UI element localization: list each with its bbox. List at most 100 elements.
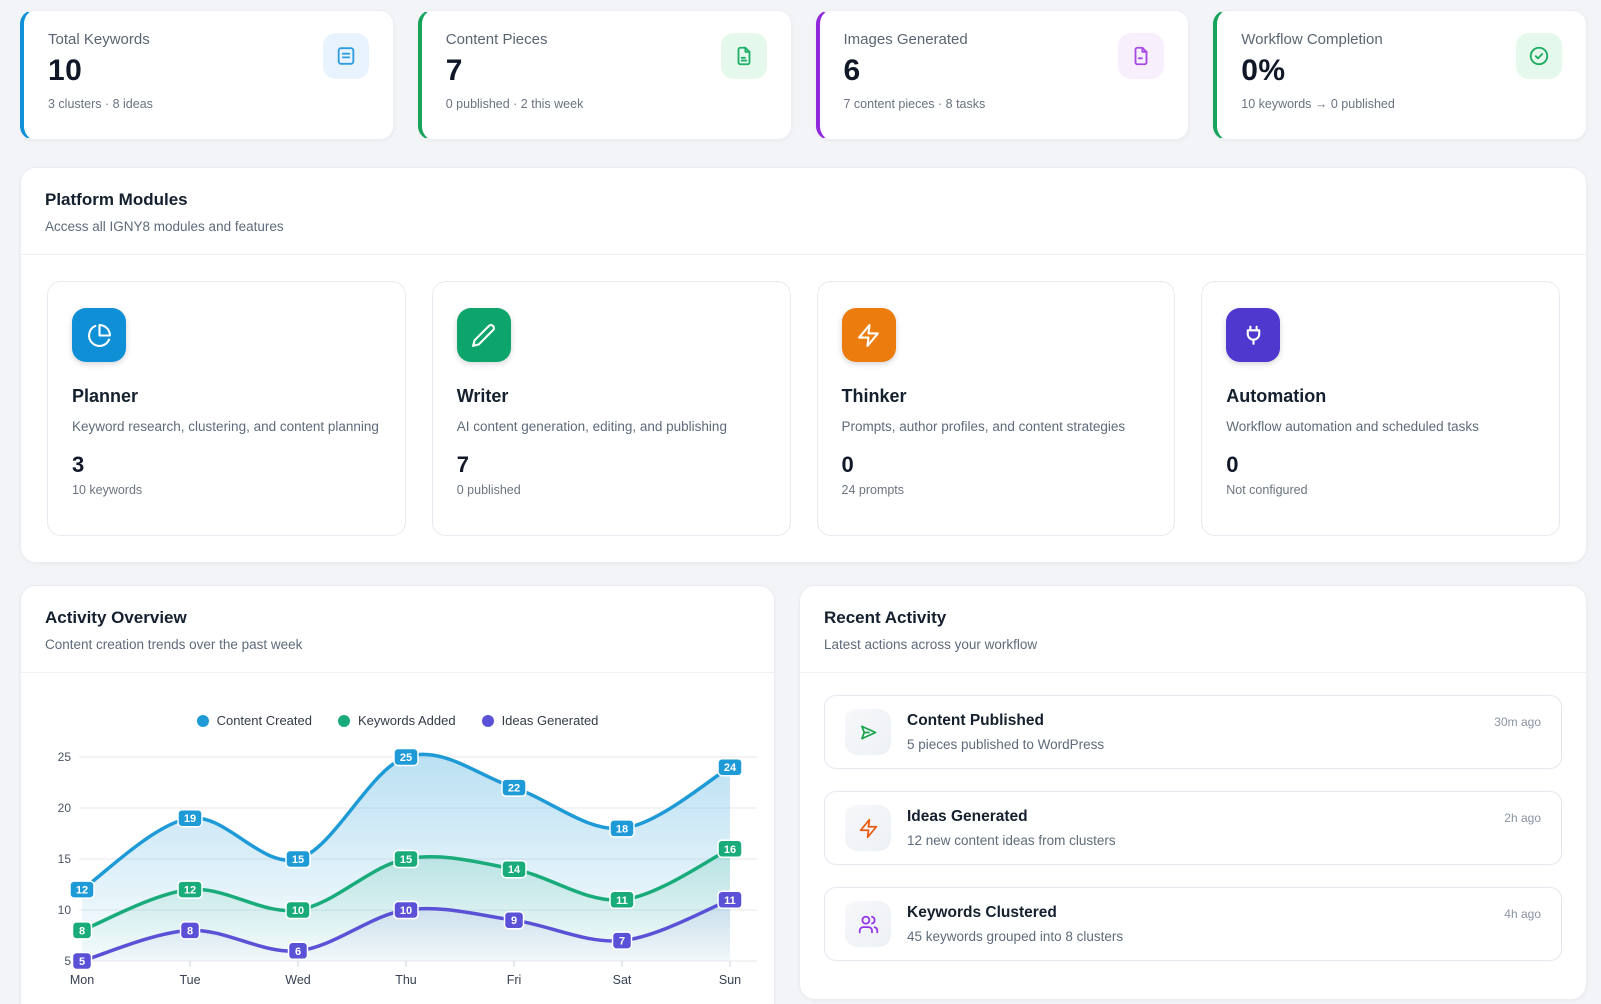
activity-description: 5 pieces published to WordPress xyxy=(907,737,1105,752)
x-axis-tick: Tue xyxy=(179,973,200,987)
chart-area-2 xyxy=(82,899,730,961)
svg-text:8: 8 xyxy=(187,925,193,937)
module-name: Thinker xyxy=(841,386,907,406)
svg-text:10: 10 xyxy=(400,905,412,917)
module-description: AI content generation, editing, and publ… xyxy=(456,419,727,434)
svg-text:16: 16 xyxy=(724,844,736,856)
stat-subtitle: 3 clusters · 8 ideas xyxy=(48,97,153,111)
legend-dot xyxy=(196,714,209,727)
stat-subtitle: 0 published · 2 this week xyxy=(445,97,584,111)
svg-text:9: 9 xyxy=(511,915,517,927)
activity-item-content-published[interactable]: Content Published 5 pieces published to … xyxy=(824,695,1562,769)
svg-text:24: 24 xyxy=(724,762,737,774)
activity-title: Keywords Clustered xyxy=(907,904,1057,921)
svg-text:15: 15 xyxy=(400,854,412,866)
legend-dot xyxy=(337,714,350,727)
svg-text:22: 22 xyxy=(508,783,520,795)
stat-value: 0% xyxy=(1241,54,1286,87)
svg-text:14: 14 xyxy=(508,864,521,876)
x-axis-tick: Sun xyxy=(719,973,741,987)
module-name: Planner xyxy=(72,386,139,406)
legend-item-keywords-added[interactable]: Keywords Added xyxy=(337,713,456,728)
module-description: Prompts, author profiles, and content st… xyxy=(841,419,1126,434)
send-icon xyxy=(845,709,891,755)
stat-value: 10 xyxy=(48,54,83,87)
platform-modules-panel: Platform Modules Access all IGNY8 module… xyxy=(20,167,1587,563)
users-icon xyxy=(845,901,891,947)
module-name: Writer xyxy=(456,386,509,406)
svg-text:8: 8 xyxy=(79,925,85,937)
stat-label: Total Keywords xyxy=(48,31,150,48)
stat-card-images-generated: Images Generated 6 7 content pieces · 8 … xyxy=(815,10,1190,140)
legend-item-ideas-generated[interactable]: Ideas Generated xyxy=(481,713,599,728)
stat-subtitle: 10 keywords → 0 published xyxy=(1241,97,1395,111)
activity-overview-header: Activity Overview Content creation trend… xyxy=(21,586,774,673)
stat-label: Workflow Completion xyxy=(1241,31,1383,48)
svg-text:11: 11 xyxy=(724,895,736,907)
svg-text:18: 18 xyxy=(616,823,628,835)
panel-subtitle: Access all IGNY8 modules and features xyxy=(45,219,284,234)
activity-timestamp: 30m ago xyxy=(1494,715,1541,729)
activity-text: Content Published 5 pieces published to … xyxy=(907,712,1478,752)
activity-list: Content Published 5 pieces published to … xyxy=(800,673,1586,983)
legend-label: Ideas Generated xyxy=(501,713,599,728)
x-axis-tick: Thu xyxy=(395,973,417,987)
chart-data-labels-1: 8 12 10 15 14 11 16 xyxy=(71,839,743,940)
module-count-subtitle: 10 keywords xyxy=(72,482,143,497)
y-axis-tick: 25 xyxy=(58,750,72,764)
panel-subtitle: Latest actions across your workflow xyxy=(824,637,1038,652)
check-circle-icon xyxy=(1516,33,1562,79)
file-text-icon xyxy=(720,33,767,79)
activity-description: 12 new content ideas from clusters xyxy=(907,833,1116,848)
x-axis-tick: Wed xyxy=(285,973,311,987)
platform-modules-header: Platform Modules Access all IGNY8 module… xyxy=(21,168,1586,255)
activity-description: 45 keywords grouped into 8 clusters xyxy=(907,929,1124,944)
stat-card-workflow-completion: Workflow Completion 0% 10 keywords → 0 p… xyxy=(1213,10,1587,140)
panel-title: Platform Modules xyxy=(45,190,188,209)
svg-text:12: 12 xyxy=(184,885,196,897)
zap-icon xyxy=(845,805,891,851)
module-count-subtitle: 24 prompts xyxy=(841,482,905,497)
activity-title: Ideas Generated xyxy=(907,808,1028,825)
module-count: 3 xyxy=(72,451,85,477)
activity-item-keywords-clustered[interactable]: Keywords Clustered 45 keywords grouped i… xyxy=(824,887,1562,961)
y-axis-tick: 5 xyxy=(64,954,71,968)
module-count: 7 xyxy=(456,451,469,477)
pie-chart-icon xyxy=(72,308,126,362)
activity-timestamp: 4h ago xyxy=(1504,907,1541,921)
module-count-subtitle: Not configured xyxy=(1226,482,1308,497)
svg-text:11: 11 xyxy=(616,895,628,907)
svg-text:5: 5 xyxy=(79,956,85,968)
module-card-planner[interactable]: Planner Keyword research, clustering, an… xyxy=(47,281,406,536)
lightning-icon xyxy=(841,308,896,362)
y-axis-tick: 15 xyxy=(58,852,72,866)
module-card-automation[interactable]: Automation Workflow automation and sched… xyxy=(1201,281,1560,536)
x-axis-tick: Fri xyxy=(507,973,522,987)
stats-row: Total Keywords 10 3 clusters · 8 ideas C… xyxy=(20,10,1587,140)
chart-data-labels-2: 5 8 6 10 9 7 11 xyxy=(71,890,743,971)
stat-label: Content Pieces xyxy=(445,31,548,48)
activity-title: Content Published xyxy=(907,712,1044,729)
module-count: 0 xyxy=(841,451,854,477)
svg-text:25: 25 xyxy=(400,752,412,764)
svg-text:15: 15 xyxy=(292,854,304,866)
stat-card-total-keywords: Total Keywords 10 3 clusters · 8 ideas xyxy=(20,10,394,140)
svg-text:12: 12 xyxy=(76,885,88,897)
panel-title: Recent Activity xyxy=(824,608,947,627)
plug-icon xyxy=(1226,308,1281,362)
bottom-row: Activity Overview Content creation trend… xyxy=(20,585,1587,1004)
y-axis-tick: 10 xyxy=(58,903,72,917)
activity-chart: Content Created Keywords Added Ideas Gen… xyxy=(21,673,774,1004)
activity-item-ideas-generated[interactable]: Ideas Generated 12 new content ideas fro… xyxy=(824,791,1562,865)
x-axis-tick: Mon xyxy=(70,973,94,987)
recent-activity-panel: Recent Activity Latest actions across yo… xyxy=(799,585,1587,1000)
module-card-thinker[interactable]: Thinker Prompts, author profiles, and co… xyxy=(816,281,1176,536)
svg-text:19: 19 xyxy=(184,813,196,825)
svg-text:10: 10 xyxy=(292,905,304,917)
legend-item-content-created[interactable]: Content Created xyxy=(196,713,312,728)
module-card-writer[interactable]: Writer AI content generation, editing, a… xyxy=(431,281,791,536)
stat-subtitle: 7 content pieces · 8 tasks xyxy=(843,97,986,111)
module-name: Automation xyxy=(1226,386,1327,406)
svg-text:7: 7 xyxy=(619,936,625,948)
